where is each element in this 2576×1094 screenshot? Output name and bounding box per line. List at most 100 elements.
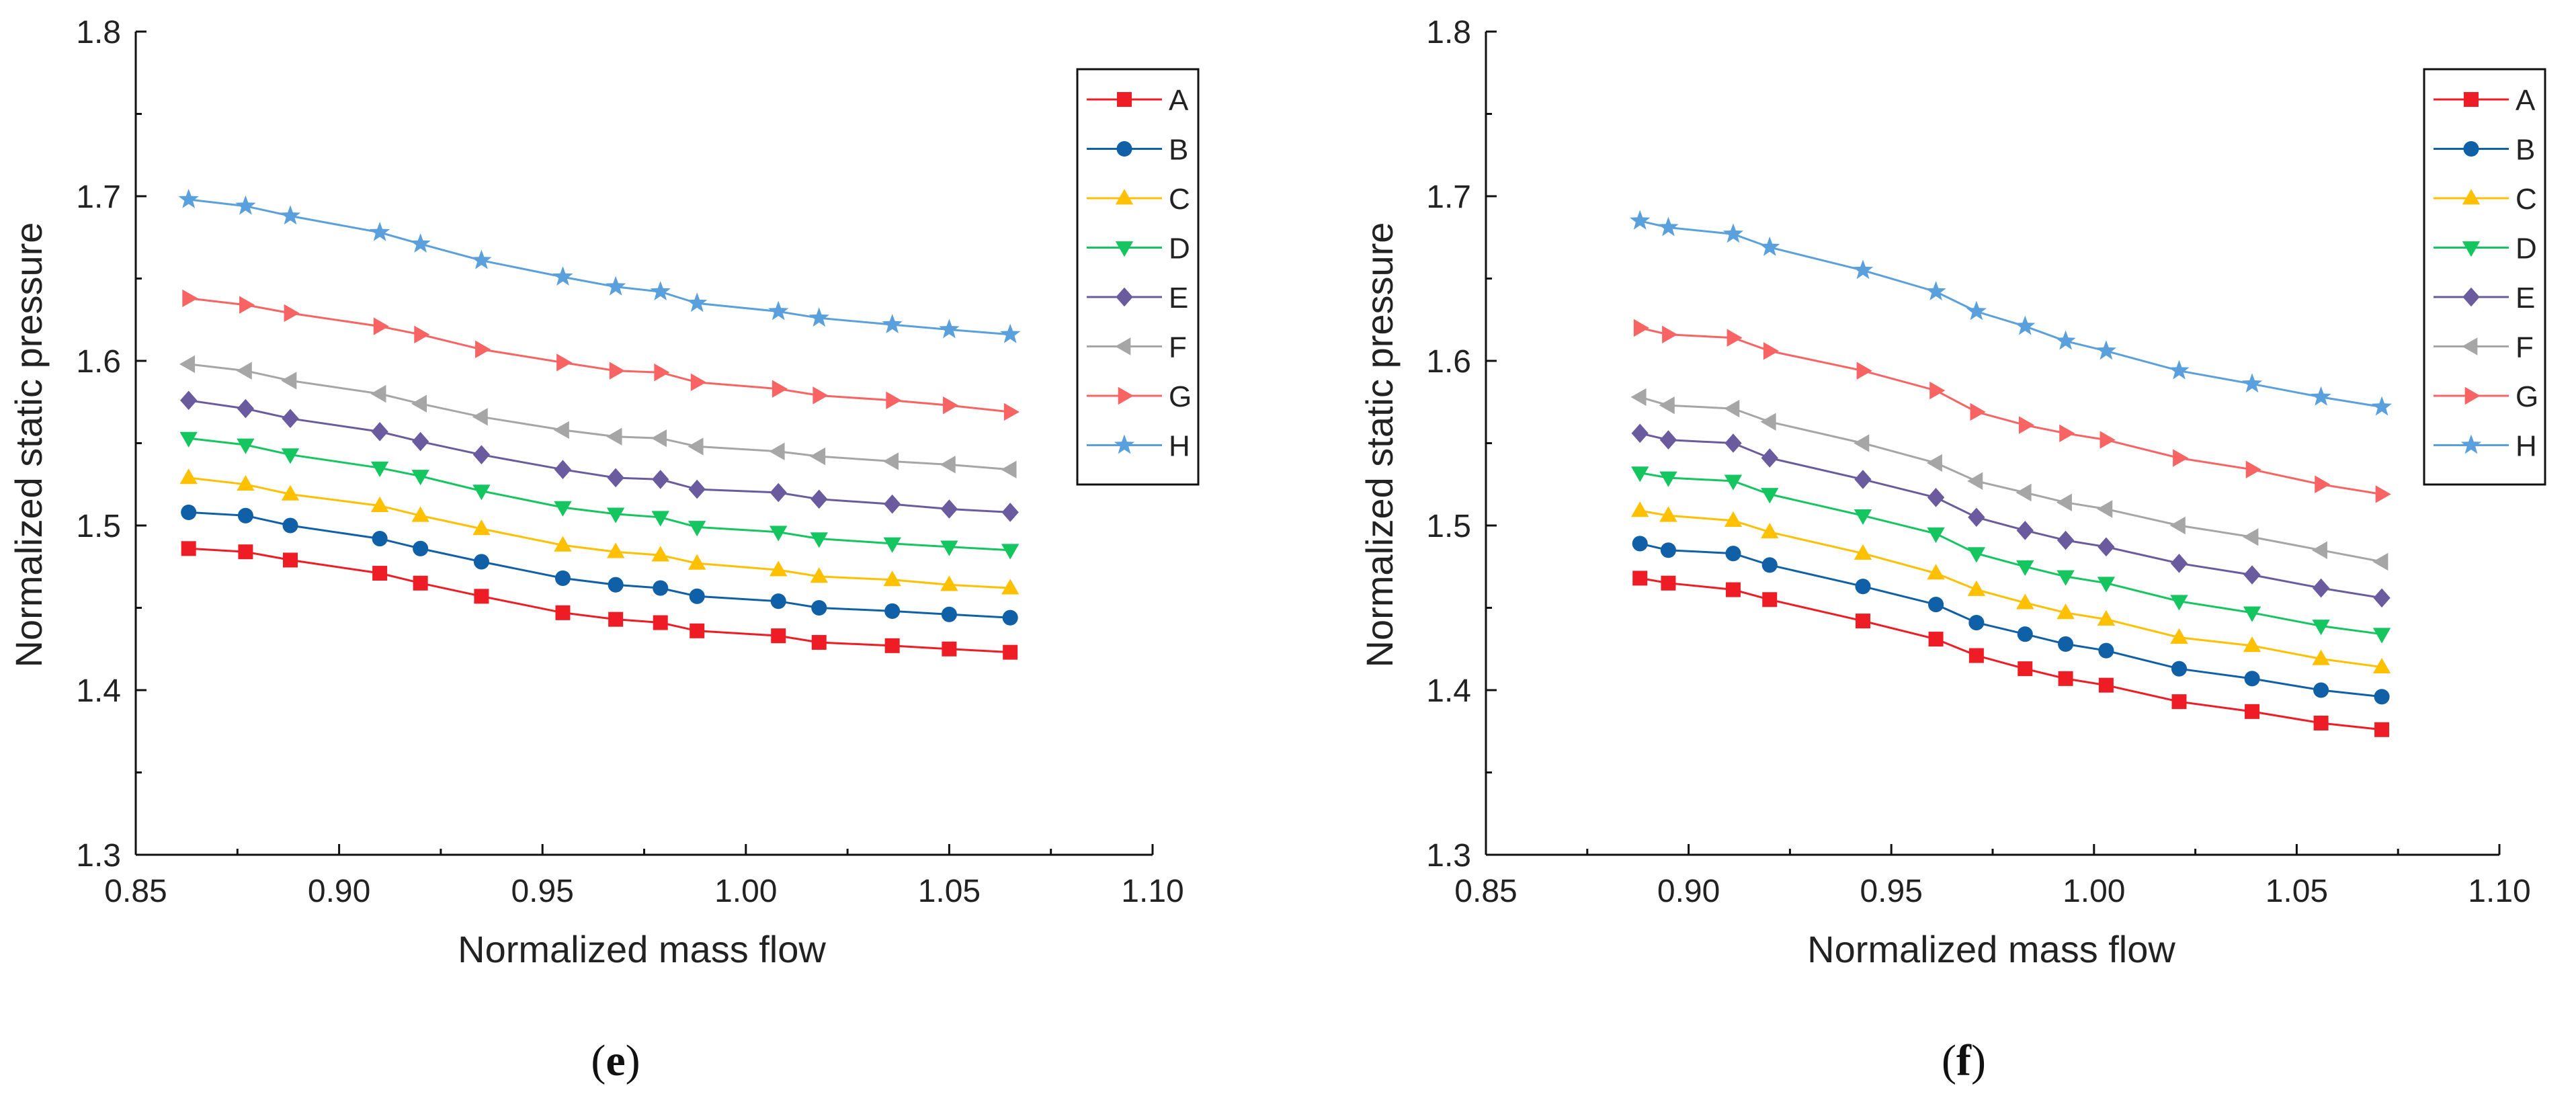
series-line: [1639, 432, 2382, 599]
x-tick-label: 1.00: [2063, 874, 2125, 909]
data-point: [2015, 315, 2036, 335]
data-point: [2016, 483, 2032, 502]
data-point: [1724, 474, 1743, 491]
data-point: [1630, 210, 1651, 230]
data-point: [2097, 577, 2116, 593]
data-point: [2056, 493, 2072, 511]
data-point: [1967, 547, 1986, 563]
data-point: [2171, 694, 2187, 710]
legend-marker: [2462, 189, 2481, 205]
data-point: [1724, 399, 1740, 418]
chart-panel-f: Normalized static pressure Normalized ma…: [1358, 15, 2546, 1085]
x-tick-label: 1.05: [2266, 874, 2328, 909]
data-point: [811, 599, 827, 616]
data-point: [284, 304, 300, 323]
legend-marker: [1117, 92, 1132, 107]
y-tick-label: 1.4: [1426, 673, 1471, 709]
data-point: [2245, 704, 2260, 719]
data-point: [1927, 564, 1945, 580]
data-point: [2097, 537, 2115, 557]
data-point: [1722, 223, 1744, 243]
legend-label: A: [2516, 84, 2536, 117]
data-point: [1659, 396, 1675, 415]
data-point: [1003, 403, 1020, 421]
data-point: [883, 571, 901, 587]
data-point: [939, 319, 960, 339]
data-point: [1761, 523, 1779, 539]
series-line: [1639, 577, 2382, 731]
series-d: [1631, 466, 2391, 644]
data-point: [690, 623, 705, 638]
data-point: [237, 475, 255, 491]
data-point: [690, 373, 706, 392]
data-point: [1630, 388, 1647, 407]
data-point: [1928, 597, 1944, 613]
series-f: [1630, 388, 2388, 571]
data-point: [2244, 671, 2260, 687]
data-point: [2100, 431, 2116, 449]
caption-letter: f: [1956, 1036, 1972, 1085]
data-point: [179, 431, 198, 448]
data-point: [772, 380, 788, 398]
data-point: [1927, 488, 1945, 507]
legend-label: H: [2516, 430, 2537, 463]
data-point: [1661, 575, 1676, 591]
data-point: [2170, 595, 2188, 611]
series-d: [179, 431, 1020, 560]
data-point: [475, 340, 491, 359]
x-tick-label: 0.85: [104, 874, 167, 909]
series-b: [1632, 536, 2390, 705]
data-point: [554, 536, 572, 552]
data-point: [237, 398, 255, 419]
legend-item: H: [2434, 430, 2537, 463]
data-point: [608, 577, 624, 593]
data-point: [940, 540, 958, 556]
data-point: [1002, 609, 1018, 626]
series-f: [179, 355, 1017, 478]
series-line: [188, 547, 1011, 654]
data-point: [883, 537, 901, 553]
data-point: [607, 468, 624, 488]
data-point: [2371, 396, 2393, 416]
data-point: [1762, 592, 1778, 607]
data-point: [688, 479, 706, 499]
data-point: [2243, 636, 2261, 653]
data-point: [372, 566, 388, 581]
data-point: [1852, 259, 1874, 280]
data-point: [1660, 542, 1676, 558]
legend-marker: [2462, 241, 2481, 257]
data-point: [1929, 381, 1946, 400]
data-point: [2173, 449, 2189, 467]
data-point: [281, 448, 300, 464]
data-point: [2312, 649, 2330, 665]
legend-marker: [1115, 189, 1134, 205]
data-point: [884, 603, 901, 619]
data-point: [2169, 516, 2186, 535]
data-point: [1763, 342, 1779, 360]
legend-item: D: [2434, 233, 2537, 265]
series-line: [1639, 327, 2382, 495]
data-point: [809, 447, 826, 466]
data-point: [2241, 373, 2263, 393]
legend-item: E: [2434, 282, 2535, 314]
legend-marker: [2464, 386, 2481, 405]
data-point: [1925, 281, 1946, 300]
data-point: [2311, 541, 2327, 559]
data-point: [1631, 501, 1649, 517]
data-point: [770, 525, 788, 542]
data-point: [471, 249, 492, 269]
data-point: [884, 494, 901, 514]
data-point: [1966, 300, 1987, 321]
data-point: [2372, 552, 2388, 571]
legend-marker: [1115, 337, 1131, 355]
legend-item: E: [1087, 282, 1188, 314]
data-point: [1633, 319, 1649, 337]
chart-panel-e: Normalized static pressure Normalized ma…: [7, 15, 1200, 1085]
data-point: [1725, 433, 1742, 453]
data-point: [1761, 448, 1778, 468]
data-point: [2095, 340, 2117, 360]
legend-label: E: [1169, 282, 1188, 314]
series-g: [182, 289, 1020, 421]
data-point: [1725, 582, 1741, 597]
data-point: [2098, 642, 2114, 659]
